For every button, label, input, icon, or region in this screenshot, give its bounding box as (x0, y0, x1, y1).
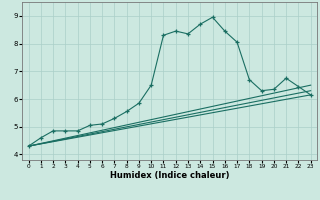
X-axis label: Humidex (Indice chaleur): Humidex (Indice chaleur) (110, 171, 229, 180)
